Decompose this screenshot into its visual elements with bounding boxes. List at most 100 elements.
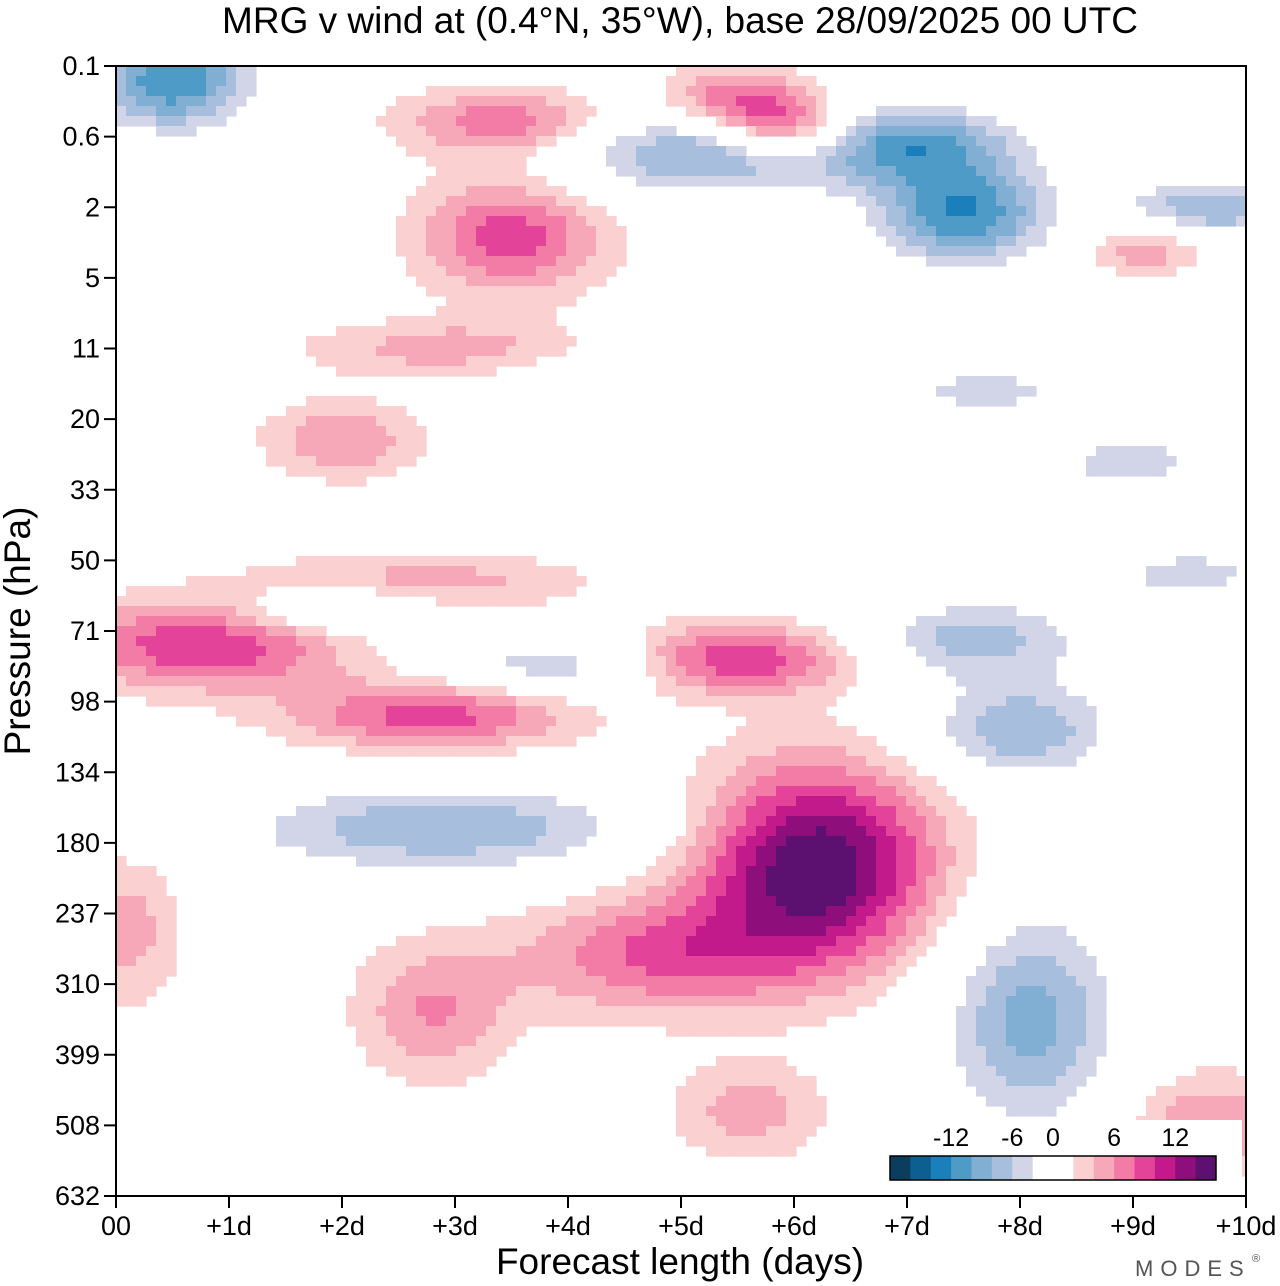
contour-cell bbox=[766, 766, 777, 777]
contour-cell bbox=[116, 636, 127, 647]
contour-cell bbox=[416, 326, 427, 337]
contour-cell bbox=[406, 136, 417, 147]
contour-cell bbox=[186, 656, 197, 667]
contour-cell bbox=[676, 986, 687, 997]
contour-cell bbox=[1066, 736, 1077, 747]
contour-cell bbox=[746, 896, 757, 907]
contour-cell bbox=[346, 996, 357, 1007]
contour-cell bbox=[1166, 236, 1177, 247]
contour-cell bbox=[736, 976, 747, 987]
contour-cell bbox=[326, 396, 337, 407]
contour-cell bbox=[506, 316, 517, 327]
contour-cell bbox=[756, 1026, 767, 1037]
contour-cell bbox=[866, 996, 877, 1007]
contour-cell bbox=[366, 1016, 377, 1027]
contour-cell bbox=[276, 616, 287, 627]
contour-cell bbox=[316, 696, 327, 707]
contour-cell bbox=[996, 196, 1007, 207]
contour-cell bbox=[546, 576, 557, 587]
contour-cell bbox=[886, 156, 897, 167]
contour-cell bbox=[476, 266, 487, 277]
contour-cell bbox=[686, 96, 697, 107]
contour-cell bbox=[346, 416, 357, 427]
contour-cell bbox=[786, 836, 797, 847]
contour-cell bbox=[996, 1046, 1007, 1057]
contour-cell bbox=[826, 996, 837, 1007]
contour-cell bbox=[996, 1006, 1007, 1017]
contour-cell bbox=[436, 1026, 447, 1037]
contour-cell bbox=[526, 926, 537, 937]
contour-cell bbox=[996, 726, 1007, 737]
contour-cell bbox=[316, 406, 327, 417]
contour-cell bbox=[1206, 1096, 1217, 1107]
contour-cell bbox=[506, 116, 517, 127]
contour-cell bbox=[466, 746, 477, 757]
contour-cell bbox=[206, 96, 217, 107]
contour-cell bbox=[586, 976, 597, 987]
contour-cell bbox=[1176, 216, 1187, 227]
contour-cell bbox=[1036, 1086, 1047, 1097]
contour-cell bbox=[166, 926, 177, 937]
colorbar-swatch bbox=[1195, 1156, 1217, 1180]
contour-cell bbox=[146, 906, 157, 917]
contour-cell bbox=[726, 616, 737, 627]
contour-cell bbox=[796, 966, 807, 977]
contour-cell bbox=[576, 946, 587, 957]
contour-cell bbox=[1036, 736, 1047, 747]
contour-cell bbox=[1076, 996, 1087, 1007]
contour-cell bbox=[506, 326, 517, 337]
contour-cell bbox=[996, 986, 1007, 997]
contour-cell bbox=[306, 836, 317, 847]
contour-cell bbox=[826, 686, 837, 697]
contour-cell bbox=[766, 886, 777, 897]
contour-cell bbox=[476, 566, 487, 577]
contour-cell bbox=[316, 556, 327, 567]
contour-cell bbox=[1186, 1076, 1197, 1087]
contour-cell bbox=[966, 376, 977, 387]
contour-cell bbox=[116, 76, 127, 87]
contour-cell bbox=[716, 146, 727, 157]
contour-cell bbox=[1116, 246, 1127, 257]
contour-cell bbox=[706, 686, 717, 697]
contour-cell bbox=[566, 836, 577, 847]
contour-cell bbox=[886, 906, 897, 917]
contour-cell bbox=[756, 1136, 767, 1147]
contour-cell bbox=[436, 976, 447, 987]
contour-cell bbox=[546, 116, 557, 127]
contour-cell bbox=[216, 586, 227, 597]
contour-cell bbox=[486, 186, 497, 197]
contour-cell bbox=[446, 356, 457, 367]
contour-cell bbox=[336, 676, 347, 687]
contour-cell bbox=[816, 746, 827, 757]
contour-cell bbox=[536, 106, 547, 117]
contour-cell bbox=[426, 1016, 437, 1027]
contour-cell bbox=[736, 876, 747, 887]
contour-cell bbox=[976, 976, 987, 987]
contour-cell bbox=[446, 1056, 457, 1067]
contour-cell bbox=[336, 336, 347, 347]
contour-cell bbox=[476, 226, 487, 237]
contour-cell bbox=[676, 646, 687, 657]
contour-cell bbox=[1006, 656, 1017, 667]
contour-cell bbox=[236, 66, 247, 77]
contour-cell bbox=[936, 846, 947, 857]
contour-cell bbox=[556, 936, 567, 947]
contour-cell bbox=[946, 606, 957, 617]
contour-cell bbox=[456, 936, 467, 947]
contour-cell bbox=[446, 936, 457, 947]
contour-cell bbox=[216, 76, 227, 87]
contour-cell bbox=[946, 126, 957, 137]
contour-cell bbox=[706, 926, 717, 937]
contour-cell bbox=[966, 206, 977, 217]
contour-cell bbox=[686, 986, 697, 997]
contour-cell bbox=[806, 926, 817, 937]
contour-cell bbox=[436, 126, 447, 137]
contour-cell bbox=[1166, 246, 1177, 257]
contour-cell bbox=[446, 826, 457, 837]
contour-cell bbox=[696, 876, 707, 887]
contour-cell bbox=[1186, 1086, 1197, 1097]
contour-cell bbox=[206, 106, 217, 117]
contour-cell bbox=[1046, 1086, 1057, 1097]
contour-cell bbox=[976, 256, 987, 267]
contour-cell bbox=[776, 76, 787, 87]
